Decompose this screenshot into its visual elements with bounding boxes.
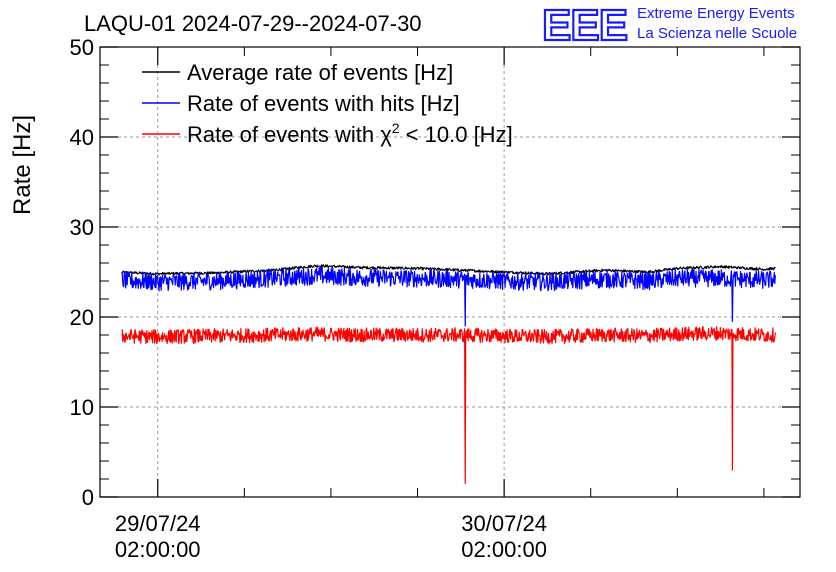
legend-chi2-suffix: < 10.0 [Hz] [400,122,513,147]
x-tick-label-time: 02:00:00 [461,537,547,562]
y-tick-label: 0 [82,485,94,510]
x-tick-label-date: 30/07/24 [461,511,547,536]
eee-logo-mark: EEE [542,1,627,50]
y-axis-label: Rate [Hz] [9,115,36,215]
legend-label-chi2: Rate of events with χ2 < 10.0 [Hz] [187,120,513,147]
series-line-average [121,264,776,276]
legend-chi2-prefix: Rate of events with χ [187,122,392,147]
series-layer [121,264,776,485]
series-line-chi2 [121,326,776,485]
logo-line-2: La Scienza nelle Scuole [637,25,797,42]
logo-line-1: Extreme Energy Events [637,5,795,22]
x-tick-label-time: 02:00:00 [115,537,201,562]
legend: Average rate of events [Hz] Rate of even… [142,60,513,147]
y-tick-label: 20 [70,305,94,330]
y-tick-label: 10 [70,395,94,420]
y-tick-label: 50 [70,35,94,60]
y-tick-label: 30 [70,215,94,240]
series-line-hits [121,266,776,327]
x-tick-label-date: 29/07/24 [115,511,201,536]
legend-label-average: Average rate of events [Hz] [187,60,453,85]
y-tick-label: 40 [70,125,94,150]
chart-title: LAQU-01 2024-07-29--2024-07-30 [84,11,422,36]
legend-label-hits: Rate of events with hits [Hz] [187,91,460,116]
plot-frame [99,46,801,498]
legend-chi2-superscript: 2 [392,120,400,136]
axes: 0102030405029/07/2402:00:0030/07/2402:00… [70,35,800,562]
eee-logo: EEE Extreme Energy Events La Scienza nel… [541,0,797,51]
